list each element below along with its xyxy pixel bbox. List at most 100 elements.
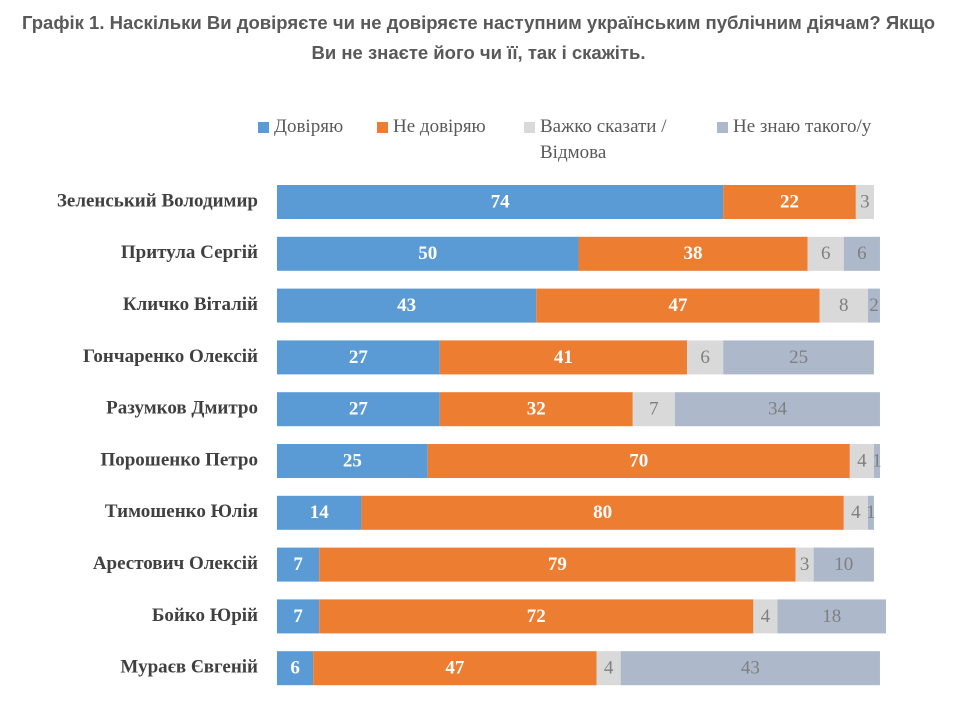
data-label: 1 xyxy=(872,450,882,471)
bar-segment xyxy=(777,599,886,634)
bar-segment xyxy=(277,599,320,634)
bar-segment xyxy=(867,288,880,323)
data-label: 27 xyxy=(349,399,369,420)
bar-segment xyxy=(319,599,754,634)
legend-label: Не знаю такого/у xyxy=(733,116,872,137)
data-label: 34 xyxy=(768,399,788,420)
bar-segment xyxy=(277,444,428,478)
legend: Довіряю Не довіряю Важко сказати / Відмова… xyxy=(0,114,957,174)
bar-segment xyxy=(795,547,814,582)
bar-segment xyxy=(319,547,796,582)
bar-segment xyxy=(723,185,856,219)
bar-segment xyxy=(753,599,778,634)
data-label: 25 xyxy=(343,450,362,471)
category-label: Бойко Юрій xyxy=(152,605,258,626)
bar-segment xyxy=(277,236,579,271)
legend-label: Важко сказати / Відмова xyxy=(540,116,667,163)
data-label: 4 xyxy=(857,450,867,471)
bar-segment xyxy=(277,547,320,582)
data-label: 8 xyxy=(839,295,849,316)
data-label: 47 xyxy=(668,295,688,316)
data-label: 4 xyxy=(761,606,771,627)
data-label: 3 xyxy=(800,554,810,575)
bar-segment xyxy=(674,392,880,427)
legend-item: Важко сказати / Відмова xyxy=(524,114,704,166)
legend-item: Не довіряю xyxy=(377,114,517,140)
data-label: 74 xyxy=(491,191,511,212)
bar-segment xyxy=(427,444,850,478)
data-label: 10 xyxy=(834,554,853,575)
bar-segment xyxy=(843,495,868,530)
bar-segment xyxy=(277,495,362,530)
data-label: 41 xyxy=(554,347,573,368)
category-label: Зеленський Володимир xyxy=(57,190,258,211)
bar-segment xyxy=(867,495,874,530)
bar-segment xyxy=(277,651,314,686)
data-label: 80 xyxy=(593,502,612,523)
bar-segment xyxy=(439,392,633,427)
data-label: 7 xyxy=(649,399,659,420)
legend-item: Довіряю xyxy=(258,114,368,140)
data-label: 1 xyxy=(866,502,876,523)
category-label: Мураєв Євгеній xyxy=(120,657,258,678)
bar-segment xyxy=(620,651,880,686)
data-label: 70 xyxy=(629,450,648,471)
data-label: 27 xyxy=(349,347,369,368)
data-label: 25 xyxy=(789,347,808,368)
data-label: 43 xyxy=(397,295,416,316)
data-label: 32 xyxy=(527,399,546,420)
data-label: 18 xyxy=(822,606,841,627)
data-label: 47 xyxy=(445,658,465,679)
data-label: 38 xyxy=(684,243,703,264)
legend-label: Не довіряю xyxy=(393,116,486,137)
chart-title: Графік 1. Наскільки Ви довіряєте чи не д… xyxy=(21,12,936,63)
bar-segment xyxy=(632,392,675,427)
data-label: 43 xyxy=(741,658,760,679)
data-label: 6 xyxy=(857,243,867,264)
data-label: 6 xyxy=(700,347,710,368)
data-label: 6 xyxy=(290,658,300,679)
bar-segment xyxy=(439,340,688,375)
bar-segment xyxy=(277,392,440,427)
bar-segment xyxy=(687,340,724,375)
bar-segment xyxy=(578,236,808,271)
legend-label: Довіряю xyxy=(274,116,344,137)
bar-segment xyxy=(313,651,597,686)
data-label: 72 xyxy=(527,606,546,627)
bar-segment xyxy=(596,651,621,686)
bar-segment xyxy=(807,236,844,271)
category-label: Кличко Віталій xyxy=(123,294,258,315)
bar-segment xyxy=(855,185,874,219)
data-label: 7 xyxy=(293,606,303,627)
legend-swatch xyxy=(377,122,388,133)
category-label: Тимошенко Юлія xyxy=(105,501,258,522)
bar-segment xyxy=(277,340,440,375)
legend-swatch xyxy=(524,122,535,133)
category-label: Порошенко Петро xyxy=(100,449,258,470)
bar-segment xyxy=(819,288,868,323)
category-label: Арестович Олексій xyxy=(93,553,258,574)
data-label: 79 xyxy=(548,554,567,575)
bar-segment xyxy=(536,288,820,323)
bar-segment xyxy=(723,340,874,375)
bar-segment xyxy=(277,185,724,219)
bar-segment xyxy=(873,444,880,478)
data-label: 7 xyxy=(293,554,303,575)
bar-segment xyxy=(813,547,874,582)
data-label: 4 xyxy=(851,502,861,523)
category-label: Разумков Дмитро xyxy=(106,398,258,419)
data-label: 3 xyxy=(860,191,870,212)
data-label: 22 xyxy=(780,191,799,212)
bar-segment xyxy=(843,236,880,271)
bar-segment xyxy=(361,495,844,530)
data-label: 14 xyxy=(310,502,330,523)
data-label: 6 xyxy=(821,243,831,264)
bar-segment xyxy=(849,444,874,478)
legend-swatch xyxy=(258,122,269,133)
legend-swatch xyxy=(717,122,728,133)
bar-segment xyxy=(277,288,537,323)
category-label: Притула Сергій xyxy=(121,242,258,263)
data-label: 4 xyxy=(604,658,614,679)
